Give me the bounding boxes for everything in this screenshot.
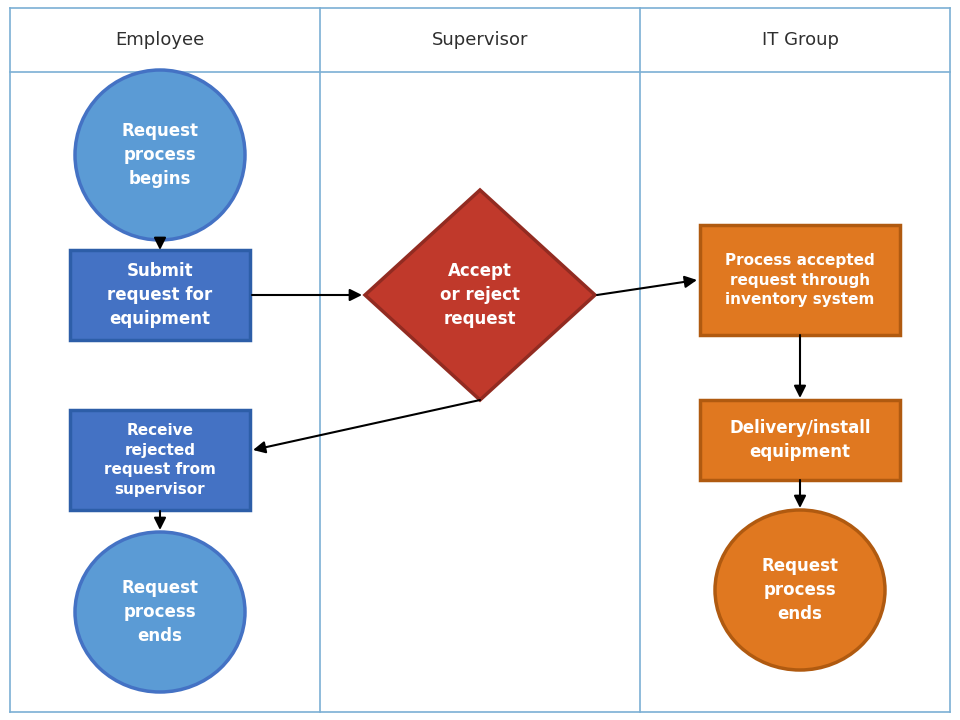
Ellipse shape xyxy=(75,532,245,692)
Ellipse shape xyxy=(75,70,245,240)
Text: Receive
rejected
request from
supervisor: Receive rejected request from supervisor xyxy=(104,423,216,498)
Text: Request
process
begins: Request process begins xyxy=(122,122,199,188)
Text: Employee: Employee xyxy=(115,31,204,49)
Text: Request
process
ends: Request process ends xyxy=(122,580,199,644)
Ellipse shape xyxy=(715,510,885,670)
FancyBboxPatch shape xyxy=(70,250,250,340)
FancyBboxPatch shape xyxy=(700,400,900,480)
FancyBboxPatch shape xyxy=(700,225,900,335)
Polygon shape xyxy=(365,190,595,400)
Text: Process accepted
request through
inventory system: Process accepted request through invento… xyxy=(725,253,875,307)
Text: Accept
or reject
request: Accept or reject request xyxy=(440,262,520,328)
Text: IT Group: IT Group xyxy=(761,31,838,49)
Text: Request
process
ends: Request process ends xyxy=(761,557,838,623)
Text: Supervisor: Supervisor xyxy=(432,31,528,49)
Text: Submit
request for
equipment: Submit request for equipment xyxy=(108,262,212,328)
Text: Delivery/install
equipment: Delivery/install equipment xyxy=(730,419,871,461)
FancyBboxPatch shape xyxy=(70,410,250,510)
